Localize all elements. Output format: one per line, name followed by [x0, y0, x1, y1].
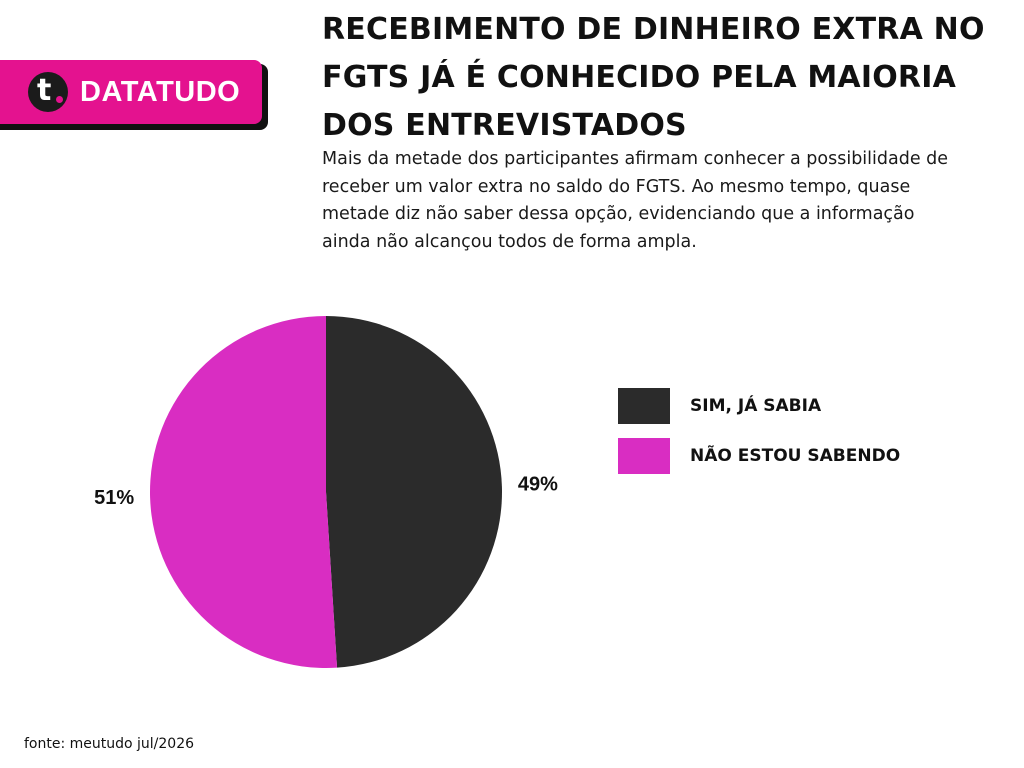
slice-label-nao: 51% [94, 487, 134, 509]
legend-swatch-nao [618, 438, 670, 474]
chart-legend: SIM, JÁ SABIA NÃO ESTOU SABENDO [618, 388, 900, 488]
legend-item-sim: SIM, JÁ SABIA [618, 388, 900, 424]
logo-mark-dot [56, 96, 63, 103]
t-logo-icon: t [28, 72, 68, 112]
page-title: RECEBIMENTO DE DINHEIRO EXTRA NO FGTS JÁ… [322, 12, 985, 143]
pie-slice-nao [149, 316, 338, 668]
legend-swatch-sim [618, 388, 670, 424]
slice-label-sim: 49% [518, 474, 558, 496]
pie-chart: 49% 51% [94, 316, 558, 668]
datatudo-logo: t DATATUDO [0, 60, 262, 124]
source-note: fonte: meutudo jul/2026 [24, 736, 195, 752]
legend-label-sim: SIM, JÁ SABIA [690, 396, 822, 416]
logo-mark-letter: t [37, 73, 52, 108]
legend-label-nao: NÃO ESTOU SABENDO [690, 446, 901, 466]
legend-item-nao: NÃO ESTOU SABENDO [618, 438, 900, 474]
pie-slice-sim [326, 316, 502, 668]
brand-name: DATATUDO [80, 75, 241, 108]
page-subtitle: Mais da metade dos participantes afirmam… [322, 149, 949, 252]
